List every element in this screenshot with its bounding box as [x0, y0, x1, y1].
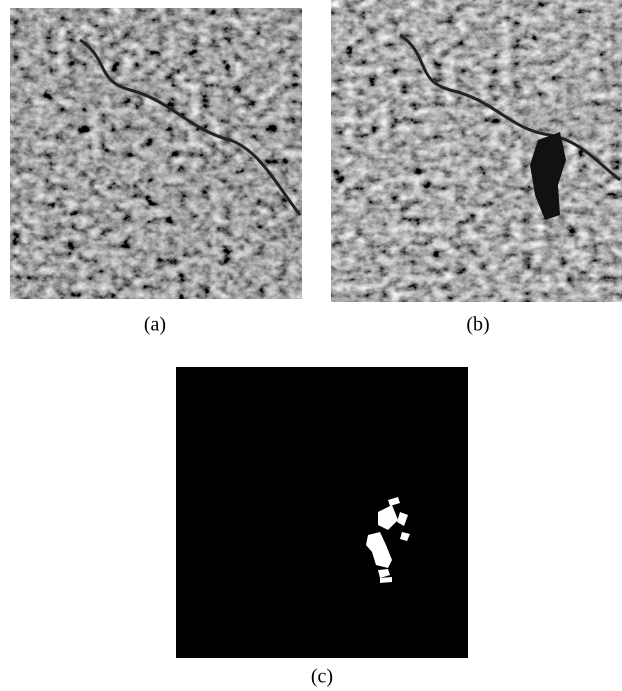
panel-c: (c): [176, 367, 468, 688]
image-b: [331, 0, 622, 302]
caption: (b): [466, 314, 489, 336]
blob: [378, 569, 390, 578]
image-a: [10, 8, 302, 299]
river: [79, 38, 302, 216]
caption: (a): [144, 314, 166, 336]
caption: (c): [311, 666, 333, 688]
panel-b: (b): [331, 0, 622, 336]
panel-a: (a): [10, 8, 302, 336]
blob: [388, 497, 400, 506]
blob: [397, 512, 408, 526]
change-region: [530, 132, 566, 220]
blob: [380, 577, 392, 583]
river: [399, 33, 621, 182]
blob: [378, 505, 398, 530]
change-mask: [176, 367, 468, 658]
blob: [366, 532, 392, 568]
blob: [400, 532, 410, 541]
